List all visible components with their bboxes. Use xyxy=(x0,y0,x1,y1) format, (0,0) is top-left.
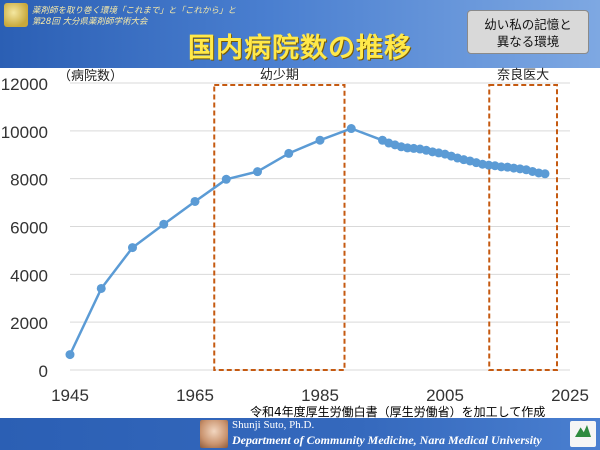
source-note: 令和4年度厚生労働白書（厚生労働省）を加工して作成 xyxy=(250,405,546,419)
presenter-name: Shunji Suto, Ph.D. xyxy=(232,419,315,431)
data-point xyxy=(540,169,550,179)
x-tick-label: 2025 xyxy=(551,386,589,405)
highlight-range-box xyxy=(488,84,558,371)
hospital-count-chart: 0 2000 4000 6000 8000 10000 12000 1945 1965 1985 2… xyxy=(1,67,589,405)
memory-callout-box: 幼い私の記憶と 異なる環境 xyxy=(467,10,589,54)
data-point xyxy=(159,219,169,229)
conference-title-line2: 第28回 大分県薬剤師学術大会 xyxy=(32,17,148,27)
data-point xyxy=(96,283,106,293)
data-point xyxy=(221,174,231,184)
y-tick-label: 0 xyxy=(39,362,48,381)
conference-logo-icon xyxy=(4,3,28,27)
slide-header: 薬剤師を取り巻く環境「これまで」と「これから」と 第28回 大分県薬剤師学術大会… xyxy=(0,0,600,68)
data-point xyxy=(315,135,325,145)
conference-title-line1: 薬剤師を取り巻く環境「これまで」と「これから」と xyxy=(32,6,237,16)
y-tick-label: 2000 xyxy=(10,314,48,333)
data-point xyxy=(65,350,75,360)
highlight-range-label: 奈良医大 xyxy=(497,67,549,83)
presenter-photo xyxy=(200,420,228,448)
slide-footer: Shunji Suto, Ph.D. Department of Communi… xyxy=(0,418,600,450)
data-point xyxy=(346,124,356,134)
data-point xyxy=(284,148,294,158)
y-tick-label: 12000 xyxy=(1,75,48,94)
y-tick-label: 10000 xyxy=(1,123,48,142)
y-tick-label: 6000 xyxy=(10,219,48,238)
data-point xyxy=(253,167,262,177)
y-tick-label: 8000 xyxy=(10,171,48,190)
callout-line2: 異なる環境 xyxy=(496,34,560,49)
y-axis-label: （病院数） xyxy=(58,69,123,84)
highlight-range-box xyxy=(213,84,346,371)
highlight-range-label: 幼少期 xyxy=(260,68,299,83)
slide-title: 国内病院数の推移 xyxy=(188,33,412,64)
presenter-department: Department of Community Medicine, Nara M… xyxy=(232,433,542,447)
x-tick-label: 1985 xyxy=(301,386,339,405)
x-tick-label: 2005 xyxy=(426,386,464,405)
x-tick-label: 1965 xyxy=(176,386,214,405)
y-tick-label: 4000 xyxy=(10,266,48,285)
data-point xyxy=(190,196,200,206)
x-tick-label: 1945 xyxy=(51,386,89,405)
callout-line1: 幼い私の記憶と xyxy=(484,17,572,32)
data-point xyxy=(128,243,137,253)
university-logo-icon xyxy=(570,421,596,447)
